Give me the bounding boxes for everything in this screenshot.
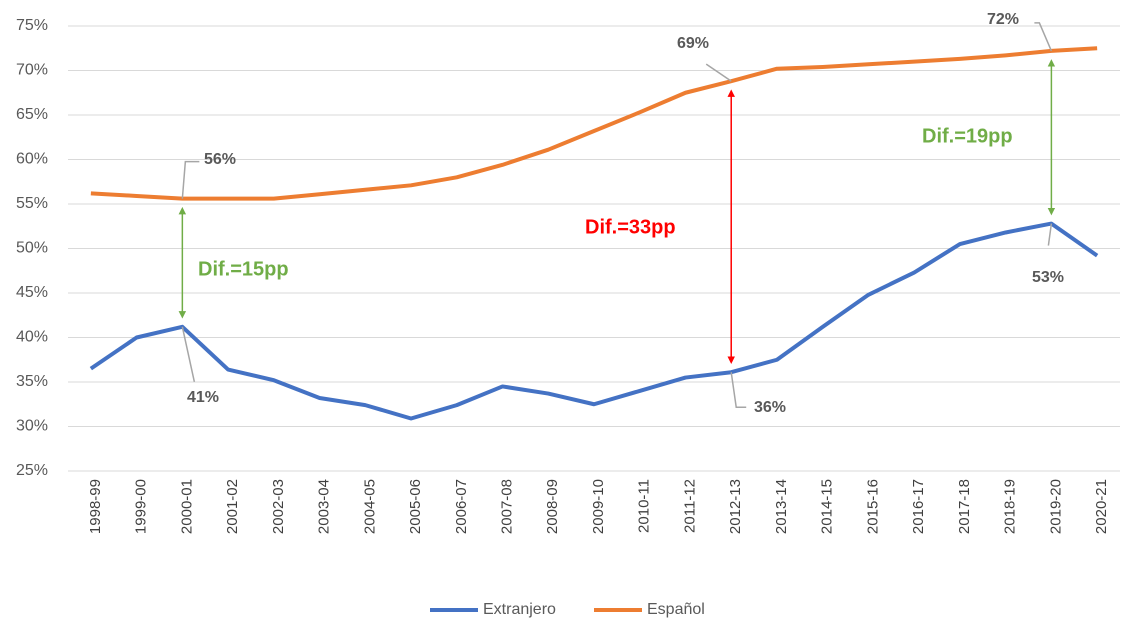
leader-line: [705, 63, 732, 82]
x-tick-label: 2003-04: [316, 479, 333, 534]
data-label: 36%: [754, 399, 786, 416]
x-tick-label: 2019-20: [1047, 479, 1064, 534]
leader-line: [1047, 223, 1053, 246]
data-label: 41%: [187, 389, 219, 406]
x-tick-label: 2004-05: [361, 479, 378, 534]
x-tick-label: 2014-15: [819, 479, 836, 534]
x-tick-label: 2013-14: [773, 479, 790, 534]
y-tick-label: 75%: [16, 17, 48, 34]
y-tick-label: 70%: [16, 62, 48, 79]
y-tick-label: 30%: [16, 418, 48, 435]
legend-label: Extranjero: [483, 601, 556, 618]
legend-label: Español: [647, 601, 705, 618]
leader-line: [1034, 22, 1053, 52]
annotation: Dif.=19pp: [922, 125, 1013, 147]
x-tick-label: 2020-21: [1093, 479, 1110, 534]
x-tick-label: 2016-17: [910, 479, 927, 534]
x-tick-label: 1999-00: [133, 479, 150, 534]
data-label: 69%: [677, 35, 709, 52]
data-label: 53%: [1032, 269, 1064, 286]
y-tick-label: 50%: [16, 240, 48, 257]
x-tick-label: 2005-06: [407, 479, 424, 534]
y-tick-label: 60%: [16, 151, 48, 168]
x-tick-label: 2009-10: [590, 479, 607, 534]
x-tick-label: 2000-01: [178, 479, 195, 534]
series-line: [89, 221, 1099, 421]
x-tick-label: 2001-02: [224, 479, 241, 534]
x-tick-label: 2006-07: [453, 479, 470, 534]
x-tick-label: 2008-09: [544, 479, 561, 534]
leader-line: [730, 372, 747, 408]
y-tick-label: 45%: [16, 284, 48, 301]
x-tick-label: 2011-12: [681, 479, 698, 533]
annotation: Dif.=33pp: [585, 216, 676, 238]
x-tick-label: 2015-16: [864, 479, 881, 534]
data-label: 72%: [987, 11, 1019, 28]
leader-line: [181, 160, 200, 199]
x-tick-label: 2010-11: [636, 479, 653, 533]
x-tick-label: 2007-08: [498, 479, 515, 534]
x-tick-label: 2018-19: [1002, 479, 1019, 534]
annotation: Dif.=15pp: [198, 258, 289, 280]
data-label: 56%: [204, 151, 236, 168]
y-tick-label: 25%: [16, 462, 48, 479]
y-tick-label: 35%: [16, 373, 48, 390]
x-tick-label: 2012-13: [727, 479, 744, 534]
x-tick-label: 1998-99: [87, 479, 104, 534]
y-tick-label: 40%: [16, 329, 48, 346]
leader-line: [181, 326, 196, 382]
series-line: [90, 46, 1098, 201]
y-tick-label: 55%: [16, 195, 48, 212]
x-tick-label: 2002-03: [270, 479, 287, 534]
y-tick-label: 65%: [16, 106, 48, 123]
x-tick-label: 2017-18: [956, 479, 973, 534]
